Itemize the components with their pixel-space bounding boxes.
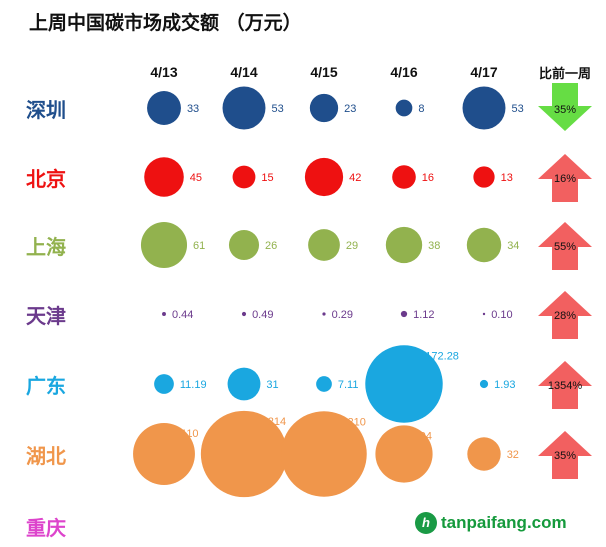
bubble-value-label: 7.11: [338, 379, 359, 391]
bubble: [281, 411, 367, 497]
bubble: [222, 86, 266, 130]
bubble-value-label: 34: [507, 240, 519, 252]
city-label: 湖北: [26, 444, 66, 468]
bubble-value-label: 11.19: [180, 379, 207, 391]
bubble-value-label: 1.93: [494, 379, 515, 391]
bubble-value-label: 16: [422, 172, 434, 184]
bubble-value-label: 23: [344, 103, 356, 115]
arrow-up-icon: 16%: [538, 154, 592, 202]
change-percent-label: 28%: [554, 310, 576, 322]
bubble-value-label: 110: [181, 428, 199, 440]
change-percent-label: 55%: [554, 241, 576, 253]
bubble-value-label: 38: [428, 240, 440, 252]
bubble: [395, 99, 413, 117]
bubble-value-label: 61: [193, 240, 205, 252]
change-percent-label: 35%: [554, 104, 576, 116]
bubble: [482, 312, 486, 316]
bubble-value-label: 0.49: [252, 309, 273, 321]
date-header: 4/13: [150, 64, 178, 80]
bubble: [473, 166, 495, 188]
bubble: [154, 374, 174, 394]
bubble-value-label: 53: [271, 103, 283, 115]
bubble: [304, 157, 344, 197]
bubble-value-label: 31: [266, 379, 278, 391]
bubble: [140, 221, 188, 269]
bubble: [133, 423, 195, 485]
bubble-value-label: 0.44: [172, 309, 193, 321]
date-header: 4/16: [390, 64, 418, 80]
date-header: 4/14: [230, 64, 258, 80]
bubble: [308, 229, 340, 261]
bubble: [144, 157, 184, 197]
bubble-value-label: 26: [265, 240, 277, 252]
city-label: 北京: [26, 167, 66, 191]
bubble-value-label: 53: [511, 103, 523, 115]
bubble-value-label: 15: [261, 172, 273, 184]
bubble: [309, 93, 339, 123]
bubble-value-label: 32: [507, 449, 519, 461]
change-header: 比前一周: [538, 66, 591, 81]
bubble: [228, 229, 260, 261]
bubble-value-label: 29: [346, 240, 358, 252]
bubble: [316, 376, 332, 392]
bubble-value-label: 94: [420, 430, 432, 442]
bubble: [232, 165, 256, 189]
change-percent-label: 1354%: [548, 380, 582, 392]
bubble-value-label: 13: [501, 172, 513, 184]
bubble: [375, 425, 433, 483]
bubble: [200, 410, 288, 498]
arrow-up-icon: 35%: [538, 431, 592, 479]
city-label: 天津: [26, 304, 66, 328]
bubble: [227, 367, 261, 401]
bubble: [322, 312, 326, 316]
bubble: [392, 165, 416, 189]
arrow-down-icon: 35%: [538, 83, 592, 131]
arrow-up-icon: 1354%: [538, 361, 592, 409]
date-header: 4/15: [310, 64, 338, 80]
bubble-value-label: 0.29: [332, 309, 353, 321]
bubble: [400, 310, 408, 318]
bubble-value-label: 1.12: [413, 309, 434, 321]
bubble: [147, 91, 181, 125]
bubble-value-label: 172.28: [425, 350, 459, 362]
bubble: [162, 312, 166, 316]
bubble-value-label: 8: [418, 103, 424, 115]
city-label: 上海: [26, 235, 66, 259]
chart-title: 上周中国碳市场成交额 （万元）: [29, 12, 302, 34]
bubble-value-label: 0.10: [491, 309, 512, 321]
bubble: [241, 311, 247, 317]
bubble-value-label: 45: [190, 172, 202, 184]
bubble: [467, 437, 501, 471]
arrow-up-icon: 55%: [538, 222, 592, 270]
bubble: [385, 226, 423, 264]
city-label: 广东: [26, 374, 66, 398]
watermark-text: tanpaifang.com: [441, 513, 567, 532]
bubble: [462, 86, 506, 130]
bubble-value-label: 214: [268, 416, 286, 428]
city-label: 深圳: [26, 98, 66, 122]
bubble-value-label: 210: [348, 416, 366, 428]
change-percent-label: 35%: [554, 450, 576, 462]
bubble-value-label: 33: [187, 103, 199, 115]
change-percent-label: 16%: [554, 173, 576, 185]
city-label: 重庆: [26, 516, 66, 540]
bubble: [479, 379, 489, 389]
tanpaifang-logo-icon: h: [415, 512, 437, 534]
arrow-up-icon: 28%: [538, 291, 592, 339]
bubble: [365, 345, 443, 423]
bubble-value-label: 42: [349, 172, 361, 184]
bubble: [466, 227, 502, 263]
date-header: 4/17: [470, 64, 498, 80]
